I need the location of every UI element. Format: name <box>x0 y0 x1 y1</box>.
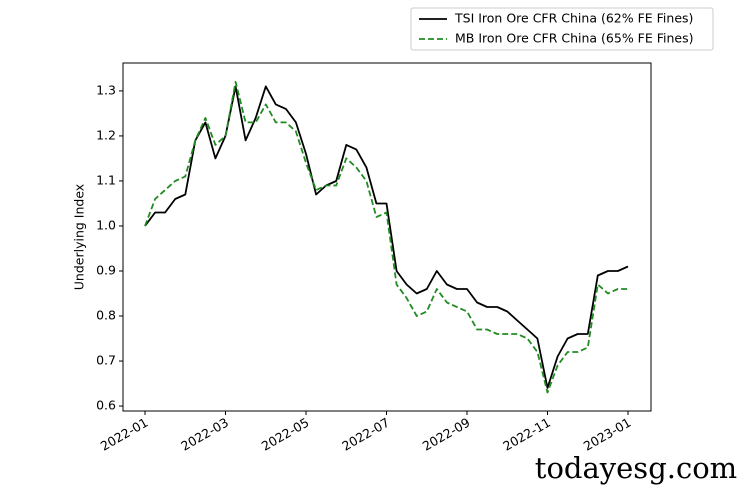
y-tick-label: 0.7 <box>96 353 116 368</box>
y-tick-label: 1.2 <box>96 127 116 142</box>
legend-box <box>410 7 714 51</box>
y-tick-label: 1.1 <box>96 172 116 187</box>
legend-label: MB Iron Ore CFR China (65% FE Fines) <box>455 31 694 46</box>
series-line <box>144 81 628 394</box>
y-tick-label: 0.6 <box>96 398 116 413</box>
legend-label: TSI Iron Ore CFR China (62% FE Fines) <box>454 11 693 26</box>
x-tick-label: 2022-03 <box>178 415 231 454</box>
x-tick-label: 2022-11 <box>500 415 553 454</box>
y-tick-label: 0.8 <box>96 308 116 323</box>
y-tick-label: 1.0 <box>96 217 116 232</box>
x-tick-label: 2022-07 <box>339 415 392 454</box>
watermark: todayesg.com <box>535 451 737 485</box>
x-tick-label: 2022-01 <box>98 415 151 454</box>
y-tick-label: 1.3 <box>96 82 116 97</box>
plot-frame <box>122 62 652 412</box>
x-tick-label: 2023-01 <box>581 415 634 454</box>
x-tick-label: 2022-05 <box>259 415 312 454</box>
y-tick-label: 0.9 <box>96 262 116 277</box>
x-tick-label: 2022-09 <box>420 415 473 454</box>
series-line <box>144 85 629 389</box>
y-axis-label: Underlying Index <box>72 184 87 290</box>
